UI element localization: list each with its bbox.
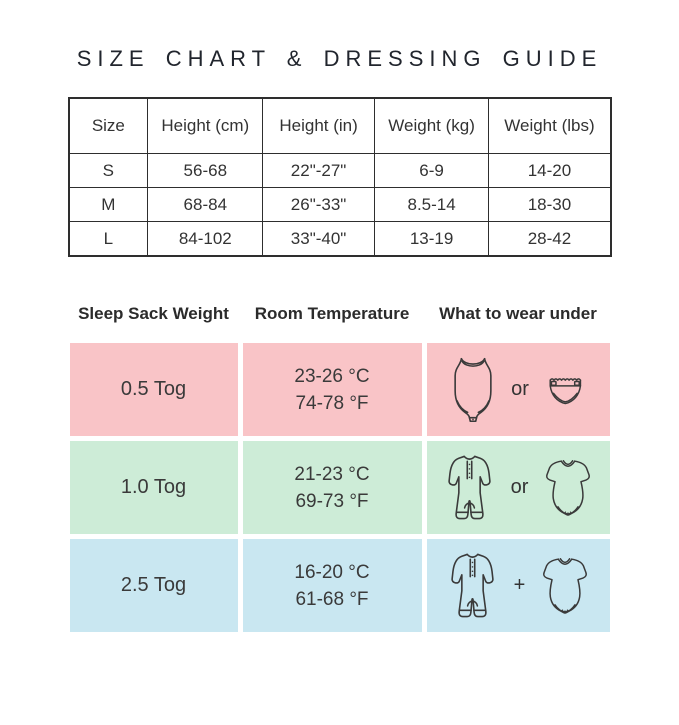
connector-label: + — [513, 574, 526, 596]
size-table-header-row: Size Height (cm) Height (in) Weight (kg)… — [67, 97, 611, 154]
size-table-header-weight-kg: Weight (kg) — [373, 97, 490, 154]
dressing-guide-grid: 0.5 Tog 23-26 °C 74-78 °F or — [69, 343, 610, 632]
tog-cell: 0.5 Tog — [69, 343, 238, 436]
table-row: M 68-84 26"-33" 8.5-14 18-30 — [67, 187, 611, 222]
footed-romper-icon — [441, 452, 498, 523]
wear-cell: or — [426, 441, 610, 534]
guide-header-sleep-sack-weight: Sleep Sack Weight — [78, 304, 229, 323]
temperature-cell: 23-26 °C 74-78 °F — [242, 343, 422, 436]
height-in-cell: 22"-27" — [262, 153, 375, 188]
connector-label: or — [511, 378, 529, 400]
page-title: SIZE CHART & DRESSING GUIDE — [76, 46, 603, 71]
table-row: S 56-68 22"-27" 6-9 14-20 — [67, 153, 611, 188]
temperature-cell: 21-23 °C 69-73 °F — [242, 441, 422, 534]
size-cell: S — [67, 153, 149, 188]
temp-fahrenheit: 74-78 °F — [295, 392, 369, 414]
weight-kg-cell: 6-9 — [373, 153, 490, 188]
height-cm-cell: 56-68 — [147, 153, 264, 188]
size-table-header-height-in: Height (in) — [262, 97, 375, 154]
weight-lbs-cell: 18-30 — [488, 187, 611, 222]
wear-cell: + — [426, 539, 610, 632]
height-in-cell: 33"-40" — [262, 221, 375, 257]
bodysuit-short-sleeve-icon — [541, 457, 595, 519]
guide-header-what-to-wear-under: What to wear under — [439, 304, 597, 323]
weight-kg-cell: 8.5-14 — [373, 187, 490, 222]
size-table-header-weight-lbs: Weight (lbs) — [488, 97, 611, 154]
tog-cell: 1.0 Tog — [69, 441, 238, 534]
dressing-guide-headers: Sleep Sack Weight Room Temperature What … — [70, 304, 610, 324]
size-table-header-height-cm: Height (cm) — [147, 97, 264, 154]
footed-romper-icon — [444, 550, 501, 621]
size-cell: L — [67, 221, 149, 257]
temp-celsius: 21-23 °C — [294, 463, 370, 485]
size-table-header-size: Size — [67, 97, 149, 154]
wear-cell: or — [426, 343, 610, 436]
weight-kg-cell: 13-19 — [373, 221, 490, 257]
tog-label: 1.0 Tog — [120, 476, 187, 498]
size-table: Size Height (cm) Height (in) Weight (kg)… — [67, 97, 612, 257]
table-row: L 84-102 33"-40" 13-19 28-42 — [67, 221, 611, 257]
tog-label: 0.5 Tog — [120, 378, 187, 400]
temp-celsius: 23-26 °C — [294, 365, 370, 387]
size-chart-infographic: SIZE CHART & DRESSING GUIDE Size Height … — [0, 46, 679, 632]
diaper-icon — [542, 371, 588, 409]
guide-header-room-temperature: Room Temperature — [254, 304, 410, 323]
size-cell: M — [67, 187, 149, 222]
bodysuit-sleeveless-icon — [448, 355, 498, 425]
height-cm-cell: 68-84 — [147, 187, 264, 222]
weight-lbs-cell: 28-42 — [488, 221, 611, 257]
connector-label: or — [510, 476, 529, 498]
temp-celsius: 16-20 °C — [294, 561, 370, 583]
height-cm-cell: 84-102 — [147, 221, 264, 257]
weight-lbs-cell: 14-20 — [488, 153, 611, 188]
temperature-cell: 16-20 °C 61-68 °F — [242, 539, 422, 632]
height-in-cell: 26"-33" — [262, 187, 375, 222]
tog-cell: 2.5 Tog — [69, 539, 238, 632]
tog-label: 2.5 Tog — [120, 574, 187, 596]
temp-fahrenheit: 69-73 °F — [295, 490, 369, 512]
bodysuit-short-sleeve-icon — [538, 555, 592, 617]
temp-fahrenheit: 61-68 °F — [295, 588, 369, 610]
